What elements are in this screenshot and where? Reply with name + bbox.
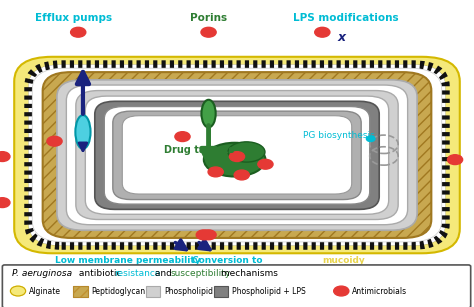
- Text: Alginate: Alginate: [28, 286, 61, 296]
- FancyBboxPatch shape: [73, 286, 88, 297]
- FancyBboxPatch shape: [85, 96, 389, 214]
- Ellipse shape: [75, 115, 91, 149]
- Text: antibiotic: antibiotic: [76, 269, 124, 278]
- Text: resistance: resistance: [114, 269, 160, 278]
- Circle shape: [201, 27, 216, 37]
- Circle shape: [196, 230, 211, 240]
- Ellipse shape: [201, 100, 216, 127]
- Circle shape: [366, 136, 375, 142]
- Circle shape: [10, 286, 26, 296]
- FancyBboxPatch shape: [43, 72, 431, 238]
- Circle shape: [201, 230, 216, 240]
- Ellipse shape: [228, 142, 265, 162]
- Circle shape: [229, 152, 245, 161]
- FancyBboxPatch shape: [95, 101, 379, 209]
- Text: P. aeruginosa: P. aeruginosa: [12, 269, 72, 278]
- FancyBboxPatch shape: [14, 57, 460, 253]
- FancyBboxPatch shape: [146, 286, 160, 297]
- Circle shape: [0, 152, 10, 161]
- Circle shape: [258, 159, 273, 169]
- Text: Phospholipid + LPS: Phospholipid + LPS: [232, 286, 306, 296]
- Text: Low membrane permeability: Low membrane permeability: [55, 256, 201, 266]
- Text: and: and: [152, 269, 174, 278]
- FancyBboxPatch shape: [122, 116, 352, 194]
- Text: LPS modifications: LPS modifications: [293, 14, 399, 23]
- Text: PG biosynthesis: PG biosynthesis: [303, 130, 375, 140]
- Circle shape: [234, 170, 249, 180]
- FancyBboxPatch shape: [57, 80, 417, 230]
- FancyBboxPatch shape: [104, 107, 370, 204]
- FancyBboxPatch shape: [113, 111, 361, 200]
- Circle shape: [47, 136, 62, 146]
- FancyBboxPatch shape: [2, 265, 471, 307]
- Text: Efflux pumps: Efflux pumps: [35, 14, 112, 23]
- FancyBboxPatch shape: [66, 85, 408, 225]
- Text: Porins: Porins: [190, 14, 227, 23]
- Text: mechanisms: mechanisms: [218, 269, 278, 278]
- Circle shape: [447, 155, 463, 165]
- Circle shape: [0, 198, 10, 208]
- FancyBboxPatch shape: [32, 68, 442, 242]
- Ellipse shape: [204, 143, 265, 177]
- Text: Drug targets: Drug targets: [164, 146, 234, 155]
- Circle shape: [334, 286, 349, 296]
- FancyBboxPatch shape: [28, 64, 446, 246]
- Text: susceptibility: susceptibility: [171, 269, 231, 278]
- Text: x: x: [337, 31, 346, 44]
- FancyBboxPatch shape: [76, 91, 398, 220]
- Text: mucoidy: mucoidy: [322, 256, 365, 266]
- FancyBboxPatch shape: [214, 286, 228, 297]
- Circle shape: [71, 27, 86, 37]
- Text: Conversion to: Conversion to: [192, 256, 265, 266]
- Text: Antimicrobials: Antimicrobials: [352, 286, 407, 296]
- Text: Phospholipid: Phospholipid: [164, 286, 213, 296]
- Circle shape: [208, 167, 223, 177]
- Circle shape: [315, 27, 330, 37]
- Text: Peptidoglycan: Peptidoglycan: [91, 286, 146, 296]
- Circle shape: [175, 132, 190, 142]
